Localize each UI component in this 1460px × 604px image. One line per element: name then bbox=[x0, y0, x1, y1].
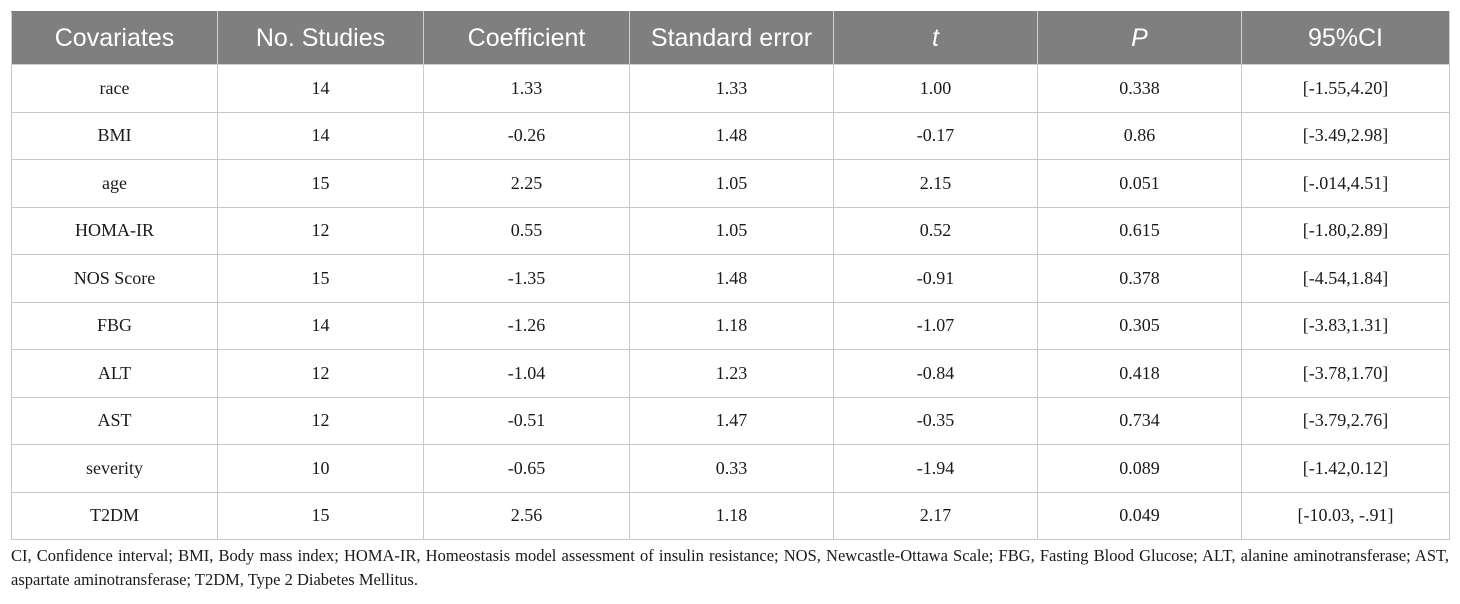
header-no-studies: No. Studies bbox=[217, 11, 424, 65]
cell-covariate: BMI bbox=[11, 111, 218, 160]
table-row: T2DM 15 2.56 1.18 2.17 0.049 [-10.03, -.… bbox=[11, 491, 1450, 540]
table-row: FBG 14 -1.26 1.18 -1.07 0.305 [-3.83,1.3… bbox=[11, 301, 1450, 350]
cell-covariate: ALT bbox=[11, 349, 218, 398]
cell-coefficient: -1.35 bbox=[423, 254, 630, 303]
cell-t: 1.00 bbox=[833, 64, 1038, 113]
cell-no-studies: 10 bbox=[217, 444, 424, 493]
cell-p: 0.049 bbox=[1037, 491, 1242, 540]
cell-95ci: [-1.80,2.89] bbox=[1241, 206, 1450, 255]
header-95ci: 95%CI bbox=[1241, 11, 1450, 65]
cell-no-studies: 14 bbox=[217, 64, 424, 113]
table-row: HOMA-IR 12 0.55 1.05 0.52 0.615 [-1.80,2… bbox=[11, 206, 1450, 255]
cell-t: -1.07 bbox=[833, 301, 1038, 350]
cell-coefficient: 0.55 bbox=[423, 206, 630, 255]
cell-no-studies: 12 bbox=[217, 349, 424, 398]
cell-no-studies: 12 bbox=[217, 206, 424, 255]
meta-regression-table-container: Covariates No. Studies Coefficient Stand… bbox=[11, 11, 1450, 540]
cell-standard-error: 1.18 bbox=[629, 491, 834, 540]
cell-no-studies: 15 bbox=[217, 254, 424, 303]
cell-p: 0.305 bbox=[1037, 301, 1242, 350]
cell-no-studies: 12 bbox=[217, 396, 424, 445]
cell-no-studies: 14 bbox=[217, 111, 424, 160]
table-row: ALT 12 -1.04 1.23 -0.84 0.418 [-3.78,1.7… bbox=[11, 349, 1450, 398]
cell-coefficient: -0.65 bbox=[423, 444, 630, 493]
table-row: race 14 1.33 1.33 1.00 0.338 [-1.55,4.20… bbox=[11, 64, 1450, 113]
cell-p: 0.418 bbox=[1037, 349, 1242, 398]
cell-p: 0.86 bbox=[1037, 111, 1242, 160]
cell-covariate: HOMA-IR bbox=[11, 206, 218, 255]
cell-t: -0.84 bbox=[833, 349, 1038, 398]
cell-no-studies: 15 bbox=[217, 159, 424, 208]
cell-covariate: T2DM bbox=[11, 491, 218, 540]
cell-p: 0.089 bbox=[1037, 444, 1242, 493]
cell-t: 0.52 bbox=[833, 206, 1038, 255]
header-covariates: Covariates bbox=[11, 11, 218, 65]
cell-t: -0.17 bbox=[833, 111, 1038, 160]
cell-95ci: [-3.79,2.76] bbox=[1241, 396, 1450, 445]
cell-no-studies: 14 bbox=[217, 301, 424, 350]
cell-standard-error: 1.33 bbox=[629, 64, 834, 113]
cell-covariate: race bbox=[11, 64, 218, 113]
cell-coefficient: -0.51 bbox=[423, 396, 630, 445]
cell-standard-error: 0.33 bbox=[629, 444, 834, 493]
cell-coefficient: 2.56 bbox=[423, 491, 630, 540]
cell-t: -0.91 bbox=[833, 254, 1038, 303]
cell-standard-error: 1.48 bbox=[629, 254, 834, 303]
header-t: t bbox=[833, 11, 1038, 65]
cell-95ci: [-1.42,0.12] bbox=[1241, 444, 1450, 493]
table-row: severity 10 -0.65 0.33 -1.94 0.089 [-1.4… bbox=[11, 444, 1450, 493]
cell-t: 2.15 bbox=[833, 159, 1038, 208]
cell-t: 2.17 bbox=[833, 491, 1038, 540]
meta-regression-table: Covariates No. Studies Coefficient Stand… bbox=[11, 11, 1450, 540]
cell-covariate: severity bbox=[11, 444, 218, 493]
cell-p: 0.615 bbox=[1037, 206, 1242, 255]
header-standard-error: Standard error bbox=[629, 11, 834, 65]
cell-coefficient: -0.26 bbox=[423, 111, 630, 160]
cell-95ci: [-4.54,1.84] bbox=[1241, 254, 1450, 303]
cell-95ci: [-10.03, -.91] bbox=[1241, 491, 1450, 540]
cell-standard-error: 1.23 bbox=[629, 349, 834, 398]
header-coefficient: Coefficient bbox=[423, 11, 630, 65]
cell-t: -0.35 bbox=[833, 396, 1038, 445]
header-p: P bbox=[1037, 11, 1242, 65]
cell-standard-error: 1.05 bbox=[629, 159, 834, 208]
cell-coefficient: -1.04 bbox=[423, 349, 630, 398]
table-row: age 15 2.25 1.05 2.15 0.051 [-.014,4.51] bbox=[11, 159, 1450, 208]
cell-standard-error: 1.05 bbox=[629, 206, 834, 255]
table-row: BMI 14 -0.26 1.48 -0.17 0.86 [-3.49,2.98… bbox=[11, 111, 1450, 160]
cell-no-studies: 15 bbox=[217, 491, 424, 540]
cell-standard-error: 1.48 bbox=[629, 111, 834, 160]
cell-covariate: age bbox=[11, 159, 218, 208]
cell-p: 0.051 bbox=[1037, 159, 1242, 208]
cell-coefficient: -1.26 bbox=[423, 301, 630, 350]
table-row: NOS Score 15 -1.35 1.48 -0.91 0.378 [-4.… bbox=[11, 254, 1450, 303]
cell-p: 0.338 bbox=[1037, 64, 1242, 113]
cell-coefficient: 1.33 bbox=[423, 64, 630, 113]
table-footnote: CI, Confidence interval; BMI, Body mass … bbox=[11, 546, 1449, 589]
cell-95ci: [-3.83,1.31] bbox=[1241, 301, 1450, 350]
cell-p: 0.378 bbox=[1037, 254, 1242, 303]
cell-p: 0.734 bbox=[1037, 396, 1242, 445]
cell-95ci: [-.014,4.51] bbox=[1241, 159, 1450, 208]
table-header-row: Covariates No. Studies Coefficient Stand… bbox=[11, 11, 1450, 65]
cell-coefficient: 2.25 bbox=[423, 159, 630, 208]
cell-covariate: AST bbox=[11, 396, 218, 445]
cell-covariate: NOS Score bbox=[11, 254, 218, 303]
cell-95ci: [-3.78,1.70] bbox=[1241, 349, 1450, 398]
table-row: AST 12 -0.51 1.47 -0.35 0.734 [-3.79,2.7… bbox=[11, 396, 1450, 445]
cell-covariate: FBG bbox=[11, 301, 218, 350]
cell-95ci: [-3.49,2.98] bbox=[1241, 111, 1450, 160]
cell-standard-error: 1.18 bbox=[629, 301, 834, 350]
cell-t: -1.94 bbox=[833, 444, 1038, 493]
cell-95ci: [-1.55,4.20] bbox=[1241, 64, 1450, 113]
cell-standard-error: 1.47 bbox=[629, 396, 834, 445]
